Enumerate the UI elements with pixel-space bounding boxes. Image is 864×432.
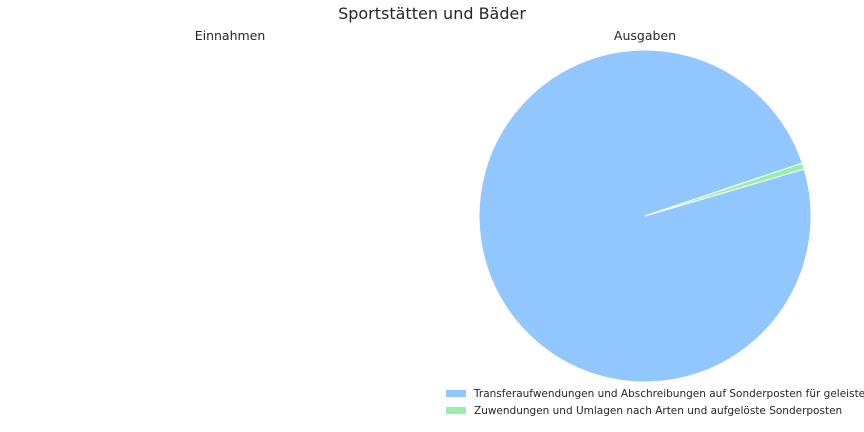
legend-swatch-0 — [446, 390, 466, 397]
pie-slice-0 — [478, 49, 812, 383]
legend-item-0: Transferaufwendungen und Abschreibungen … — [446, 385, 864, 402]
legend: Transferaufwendungen und Abschreibungen … — [446, 385, 864, 419]
figure-title: Sportstätten und Bäder — [338, 4, 526, 23]
ausgaben-title: Ausgaben — [613, 28, 677, 43]
legend-label-0: Transferaufwendungen und Abschreibungen … — [474, 387, 864, 400]
einnahmen-title: Einnahmen — [194, 28, 266, 43]
legend-label-1: Zuwendungen und Umlagen nach Arten und a… — [474, 404, 843, 417]
legend-item-1: Zuwendungen und Umlagen nach Arten und a… — [446, 402, 864, 419]
legend-swatch-1 — [446, 407, 466, 414]
pie-slice-1 — [644, 162, 805, 217]
